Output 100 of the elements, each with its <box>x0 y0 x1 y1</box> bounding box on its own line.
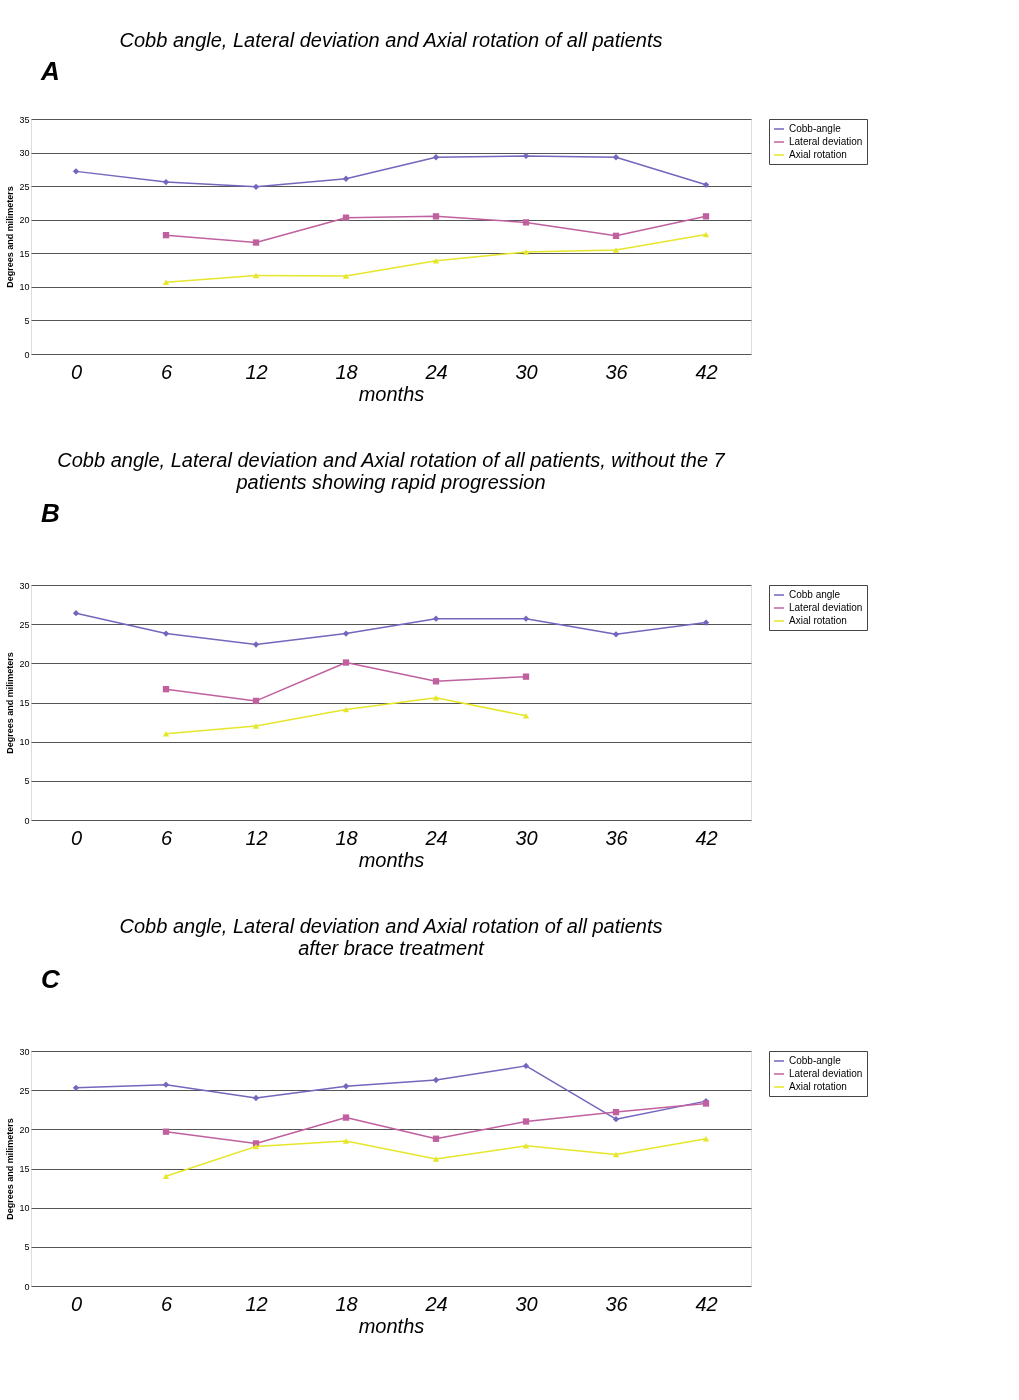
legend-label: Lateral deviation <box>789 602 863 613</box>
x-tick-label: 42 <box>695 1292 718 1315</box>
x-tick-label: 6 <box>160 360 173 383</box>
x-tick-label: 24 <box>424 1292 448 1315</box>
x-tick-label: 42 <box>695 360 718 383</box>
y-tick-label: 25 <box>19 181 30 192</box>
point <box>432 213 440 220</box>
point <box>252 723 260 729</box>
y-axis-title: Degrees and milimeters <box>5 652 16 754</box>
y-tick-label: 15 <box>19 248 30 259</box>
point <box>72 1084 80 1091</box>
legend-label: Lateral deviation <box>789 136 863 147</box>
point <box>252 697 260 705</box>
x-tick-label: 24 <box>424 360 448 383</box>
x-tick-label: 30 <box>515 360 538 383</box>
text: B <box>41 498 60 528</box>
chart-title: Cobb angle, Lateral deviation and Axial rotation of all patients, without the 7 patients showing rapid progression <box>57 449 726 493</box>
y-tick-label: 5 <box>24 1242 30 1253</box>
point <box>252 641 260 648</box>
x-tick-label: 36 <box>605 360 629 383</box>
x-tick-label: 36 <box>605 826 629 849</box>
point <box>162 686 170 693</box>
x-tick-label: 12 <box>245 1292 268 1315</box>
point <box>612 631 620 638</box>
legend-label: Cobb angle <box>789 589 841 600</box>
y-tick-label: 10 <box>19 1203 30 1214</box>
y-tick-label: 20 <box>19 1124 30 1135</box>
point <box>702 619 710 626</box>
point <box>162 731 170 737</box>
point <box>162 232 170 239</box>
y-tick-label: 5 <box>24 315 30 326</box>
x-axis-title: months <box>358 1314 425 1337</box>
point <box>612 247 620 253</box>
y-tick-label: 35 <box>19 114 30 125</box>
point <box>612 1108 620 1116</box>
y-axis-title: Degrees and milimeters <box>5 1118 16 1220</box>
x-tick-label: 0 <box>70 360 83 383</box>
chart-title: Cobb angle, Lateral deviation and Axial rotation of all patients <box>119 29 663 51</box>
point <box>252 1094 260 1102</box>
point <box>432 154 440 161</box>
x-tick-label: 30 <box>515 1292 538 1315</box>
x-tick-label: 12 <box>245 826 268 849</box>
point <box>342 630 350 637</box>
point <box>342 273 350 279</box>
x-tick-label: 18 <box>335 826 358 849</box>
x-axis-title: months <box>358 848 425 871</box>
y-tick-label: 25 <box>19 619 30 630</box>
legend-label: Axial rotation <box>789 1081 847 1092</box>
point <box>522 1062 530 1070</box>
y-tick-label: 20 <box>19 658 30 669</box>
point <box>432 678 440 685</box>
y-tick-label: 15 <box>19 1164 30 1174</box>
x-tick-label: 30 <box>515 826 538 849</box>
y-tick-label: 30 <box>19 148 30 159</box>
legend-label: Axial rotation <box>789 615 847 626</box>
point <box>432 1135 440 1142</box>
point <box>162 1173 170 1180</box>
point <box>522 1143 530 1149</box>
x-tick-label: 6 <box>160 1292 173 1315</box>
y-tick-label: 5 <box>24 776 30 787</box>
x-tick-label: 6 <box>160 826 173 849</box>
point <box>252 272 260 279</box>
point <box>522 615 530 622</box>
point <box>432 1076 440 1084</box>
x-axis-title: months <box>358 382 425 405</box>
legend-label: Cobb-angle <box>789 1055 842 1066</box>
x-tick-label: 36 <box>605 1292 629 1315</box>
point <box>522 673 530 680</box>
point <box>522 152 530 160</box>
point <box>162 630 170 637</box>
point <box>522 249 530 255</box>
point <box>522 1118 530 1125</box>
point <box>702 181 710 188</box>
x-tick-label: 0 <box>70 1292 83 1315</box>
point <box>522 219 530 226</box>
point <box>342 1114 350 1121</box>
point <box>612 1115 620 1123</box>
text: C <box>41 964 61 994</box>
y-tick-label: 30 <box>19 580 30 591</box>
point <box>612 232 620 239</box>
point <box>342 1083 350 1090</box>
y-tick-label: 10 <box>19 737 30 748</box>
chart-title: Cobb angle, Lateral deviation and Axial rotation of all patients after brace treatment <box>119 915 663 959</box>
point <box>72 610 80 617</box>
point <box>702 231 710 238</box>
point <box>522 713 530 719</box>
point <box>342 1138 350 1144</box>
point <box>162 279 170 285</box>
legend-label: Cobb-angle <box>789 123 842 134</box>
x-tick-label: 24 <box>424 826 448 849</box>
point <box>432 695 440 701</box>
y-tick-label: 10 <box>19 282 30 293</box>
x-tick-label: 12 <box>245 360 268 383</box>
point <box>342 706 350 713</box>
point <box>342 214 350 221</box>
x-tick-label: 42 <box>695 826 718 849</box>
y-tick-label: 20 <box>19 215 30 226</box>
y-tick-label: 30 <box>19 1046 30 1057</box>
x-tick-label: 0 <box>70 826 83 849</box>
point <box>252 183 260 190</box>
